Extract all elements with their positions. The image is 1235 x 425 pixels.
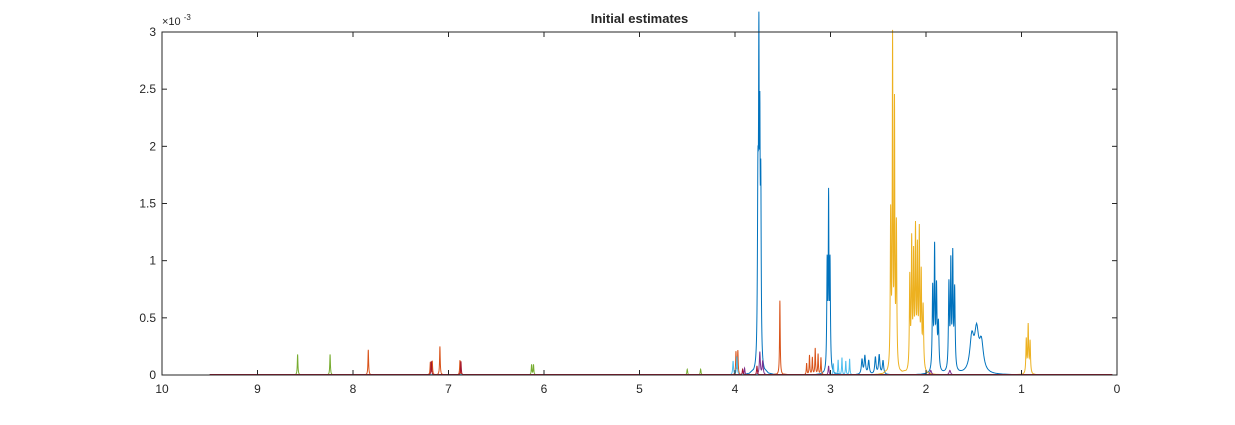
x-tick-label: 4 xyxy=(732,382,739,396)
x-tick-label: 6 xyxy=(541,382,548,396)
y-tick-label: 1.5 xyxy=(139,197,156,211)
x-tick-label: 9 xyxy=(254,382,261,396)
x-tick-label: 3 xyxy=(827,382,834,396)
x-tick-label: 2 xyxy=(923,382,930,396)
x-axis: 10 9 8 7 6 5 4 3 2 1 0 xyxy=(155,32,1121,396)
y-exponent-base: ×10 xyxy=(162,16,181,28)
x-tick-label: 5 xyxy=(636,382,643,396)
series-line-2 xyxy=(209,300,1113,375)
y-tick-label: 2.5 xyxy=(139,82,156,96)
y-exponent-label: ×10 -3 xyxy=(162,13,191,28)
x-tick-label: 7 xyxy=(445,382,452,396)
x-tick-label: 10 xyxy=(155,382,169,396)
y-tick-label: 0 xyxy=(149,368,156,382)
y-axis: 0 0.5 1 1.5 2 2.5 3 xyxy=(139,25,1117,382)
x-tick-label: 0 xyxy=(1114,382,1121,396)
x-tick-label: 8 xyxy=(350,382,357,396)
y-tick-label: 1 xyxy=(149,254,156,268)
y-tick-label: 2 xyxy=(149,139,156,153)
y-tick-label: 0.5 xyxy=(139,311,156,325)
y-exponent-power: -3 xyxy=(184,13,192,22)
chart-title: Initial estimates xyxy=(591,11,689,26)
y-tick-label: 3 xyxy=(149,25,156,39)
x-tick-label: 1 xyxy=(1018,382,1025,396)
